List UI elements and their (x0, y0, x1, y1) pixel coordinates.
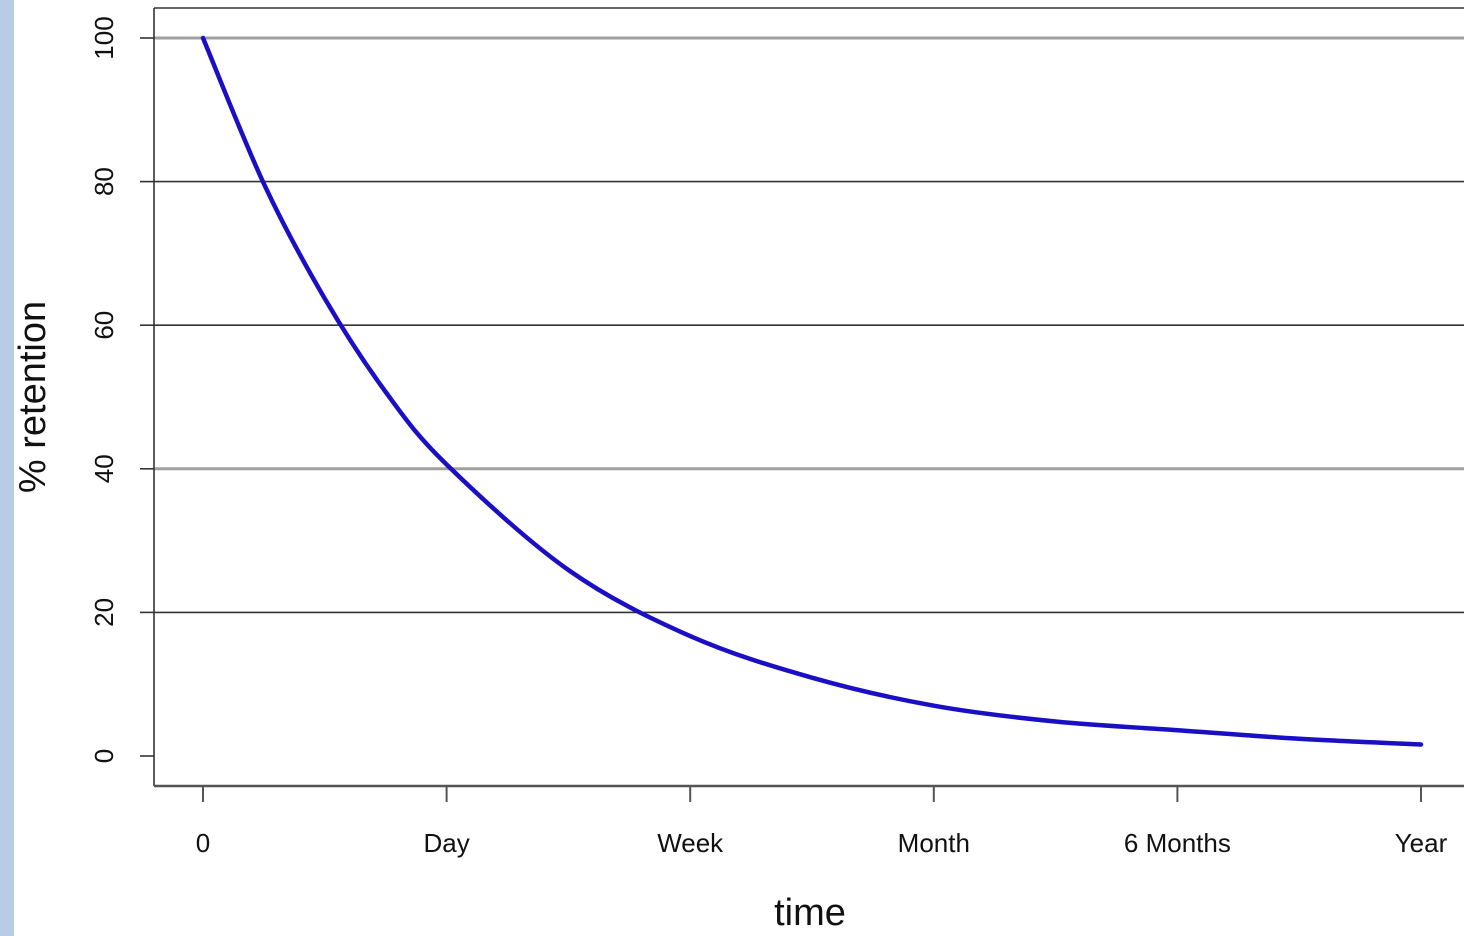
series-layer (200, 35, 1424, 747)
left-border-strip (0, 0, 14, 936)
y-axis-title: % retention (12, 301, 54, 493)
x-tick-label-5: Year (1395, 828, 1448, 858)
y-tick-label-0: 0 (89, 749, 119, 763)
retention-curve-line-0 (200, 35, 1424, 747)
tick-labels: 0 20 40 60 80 100 0 Day Week Month 6 Months Year (89, 16, 1448, 858)
y-tick-label-80: 80 (89, 167, 119, 196)
grid-lines (154, 36, 1464, 614)
x-tick-label-3: Month (898, 828, 970, 858)
x-tick-label-2: Week (657, 828, 724, 858)
x-tick-label-4: 6 Months (1124, 828, 1231, 858)
x-tick-label-1: Day (423, 828, 469, 858)
y-tick-label-40: 40 (89, 454, 119, 483)
axes (140, 7, 1464, 802)
y-tick-label-60: 60 (89, 311, 119, 340)
x-axis-title: time (774, 892, 846, 934)
y-tick-label-100: 100 (89, 16, 119, 59)
y-tick-label-20: 20 (89, 598, 119, 627)
x-tick-label-0: 0 (196, 828, 210, 858)
